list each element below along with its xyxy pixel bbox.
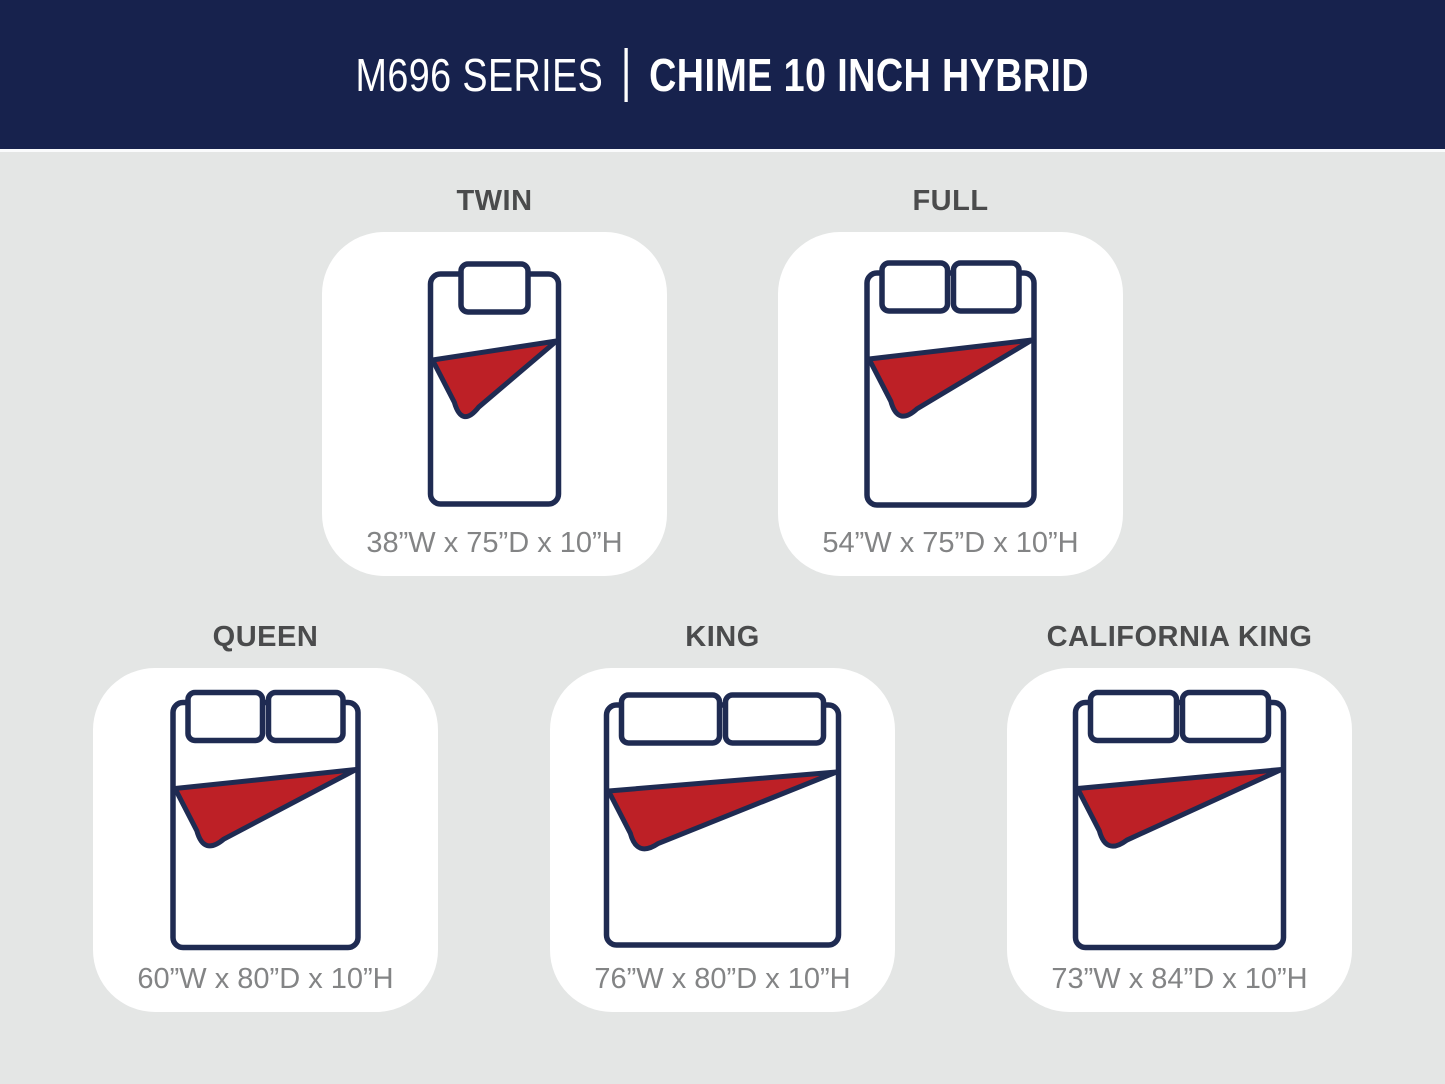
size-dimensions: 54”W x 75”D x 10”H	[822, 527, 1079, 559]
size-dimensions: 60”W x 80”D x 10”H	[137, 963, 394, 995]
mattress-icon	[1072, 689, 1287, 951]
title-product: CHIME 10 INCH HYBRID	[649, 48, 1090, 101]
size-label-queen: QUEEN	[212, 621, 319, 653]
title-divider	[624, 47, 629, 102]
mattress-icon	[603, 692, 842, 948]
size-dimensions: 73”W x 84”D x 10”H	[1051, 963, 1308, 995]
size-label-king: KING	[685, 621, 760, 653]
mattress-icon	[864, 260, 1037, 508]
size-card-queen: 60”W x 80”D x 10”H	[93, 668, 438, 1012]
header-banner: M696 SERIES CHIME 10 INCH HYBRID	[0, 0, 1445, 152]
size-card-full: 54”W x 75”D x 10”H	[778, 232, 1123, 576]
size-dimensions: 38”W x 75”D x 10”H	[366, 527, 623, 559]
size-card-twin: 38”W x 75”D x 10”H	[322, 232, 667, 576]
size-card-king: 76”W x 80”D x 10”H	[550, 668, 895, 1012]
mattress-icon	[170, 689, 361, 951]
size-dimensions: 76”W x 80”D x 10”H	[594, 963, 851, 995]
size-label-full: FULL	[912, 185, 989, 217]
mattress-icon	[427, 261, 562, 507]
size-label-twin: TWIN	[456, 185, 533, 217]
title-series: M696 SERIES	[355, 48, 604, 101]
page-title: M696 SERIES CHIME 10 INCH HYBRID	[355, 47, 1090, 102]
size-card-california-king: 73”W x 84”D x 10”H	[1007, 668, 1352, 1012]
size-label-california-king: CALIFORNIA KING	[1046, 621, 1313, 653]
